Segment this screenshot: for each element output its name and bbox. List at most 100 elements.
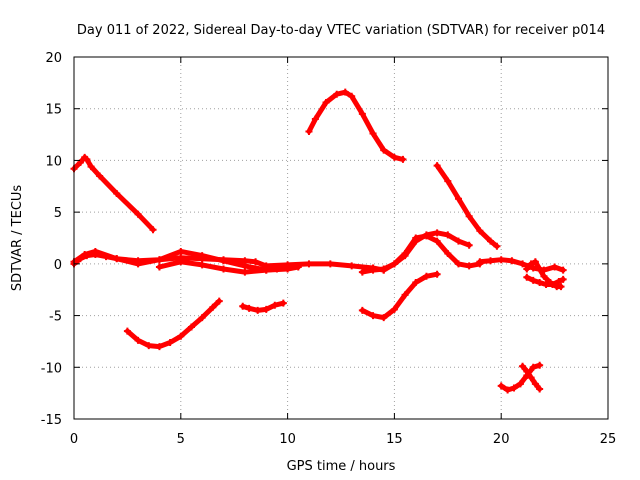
data-point: [529, 276, 537, 284]
data-point: [177, 247, 185, 255]
data-point: [358, 110, 366, 118]
series-track-12: [476, 256, 567, 274]
data-point: [96, 172, 104, 180]
series-track-10: [380, 232, 484, 274]
data-point: [348, 262, 356, 270]
data-point: [252, 258, 260, 266]
data-point: [254, 306, 262, 314]
data-point: [91, 247, 99, 255]
x-axis-title: GPS time / hours: [287, 459, 396, 474]
data-point: [433, 270, 441, 278]
data-point: [390, 153, 398, 161]
data-point: [311, 115, 319, 123]
data-point: [322, 99, 330, 107]
data-point: [341, 88, 349, 96]
data-point: [454, 237, 462, 245]
data-point: [444, 231, 452, 239]
data-point: [76, 158, 84, 166]
x-tick-label: 15: [386, 432, 403, 447]
y-tick-label: 20: [45, 51, 62, 66]
tick-layer: 0 5 10 15 20 25 -15 -10 -5 0 5 10 15 20: [41, 51, 617, 447]
data-point: [262, 266, 270, 274]
x-tick-label: 10: [279, 432, 296, 447]
data-point: [401, 291, 409, 299]
data-point: [497, 382, 505, 390]
y-axis-title: SDTVAR / TECUs: [10, 185, 25, 292]
data-point: [273, 265, 281, 273]
y-tick-label: -15: [41, 413, 62, 428]
data-point: [390, 260, 398, 268]
data-point: [87, 163, 95, 171]
data-point: [284, 265, 292, 273]
data-point: [444, 250, 452, 258]
y-tick-label: 5: [54, 206, 62, 221]
data-point: [548, 281, 556, 289]
data-point: [497, 256, 505, 264]
data-point: [487, 257, 495, 265]
y-tick-label: -10: [41, 361, 62, 376]
data-point: [134, 260, 142, 268]
data-point: [358, 268, 366, 276]
data-point: [333, 90, 341, 98]
chart-title: Day 011 of 2022, Sidereal Day-to-day VTE…: [77, 23, 605, 38]
data-point: [454, 195, 462, 203]
data-point: [369, 130, 377, 138]
data-point: [209, 303, 217, 311]
x-tick-label: 5: [177, 432, 185, 447]
series-track-4: [155, 258, 281, 276]
data-point: [369, 312, 377, 320]
y-tick-label: 15: [45, 103, 62, 118]
data-point: [559, 275, 567, 283]
data-point: [519, 260, 527, 268]
series-track-15: [497, 361, 544, 394]
data-point: [523, 265, 531, 273]
data-point: [454, 260, 462, 268]
data-point: [536, 361, 544, 369]
data-point: [516, 380, 524, 388]
data-point: [559, 266, 567, 274]
data-point: [134, 210, 142, 218]
data-point: [155, 263, 163, 271]
data-point: [508, 257, 516, 265]
data-point: [542, 281, 550, 289]
data-point: [145, 342, 153, 350]
data-point: [527, 260, 535, 268]
data-point: [380, 266, 388, 274]
series-track-8: [358, 270, 441, 322]
data-point: [536, 278, 544, 286]
data-point: [380, 146, 388, 154]
data-point: [527, 374, 535, 382]
data-point: [399, 155, 407, 163]
series-track-16: [519, 362, 544, 393]
series-trace: [381, 233, 483, 273]
data-layer: [70, 88, 567, 394]
data-point: [531, 380, 539, 388]
data-point: [177, 258, 185, 266]
plot-border: [73, 56, 609, 420]
data-point: [510, 384, 518, 392]
data-point: [493, 242, 501, 250]
data-point: [348, 92, 356, 100]
y-tick-label: 0: [54, 258, 62, 273]
x-tick-label: 20: [493, 432, 510, 447]
data-point: [529, 363, 537, 371]
data-point: [390, 305, 398, 313]
series-track-5: [305, 88, 407, 163]
data-point: [220, 257, 228, 265]
data-point: [523, 367, 531, 375]
data-point: [294, 263, 302, 271]
data-point: [305, 260, 313, 268]
data-point: [358, 306, 366, 314]
series-track-14: [523, 273, 567, 289]
x-tick-label: 25: [600, 432, 617, 447]
series-track-1: [70, 153, 157, 234]
data-point: [262, 305, 270, 313]
data-point: [215, 297, 223, 305]
series-trace: [124, 298, 222, 350]
data-point: [433, 162, 441, 170]
data-point: [555, 277, 563, 285]
series-track-11: [433, 162, 501, 250]
data-point: [504, 386, 512, 394]
data-point: [536, 265, 544, 273]
